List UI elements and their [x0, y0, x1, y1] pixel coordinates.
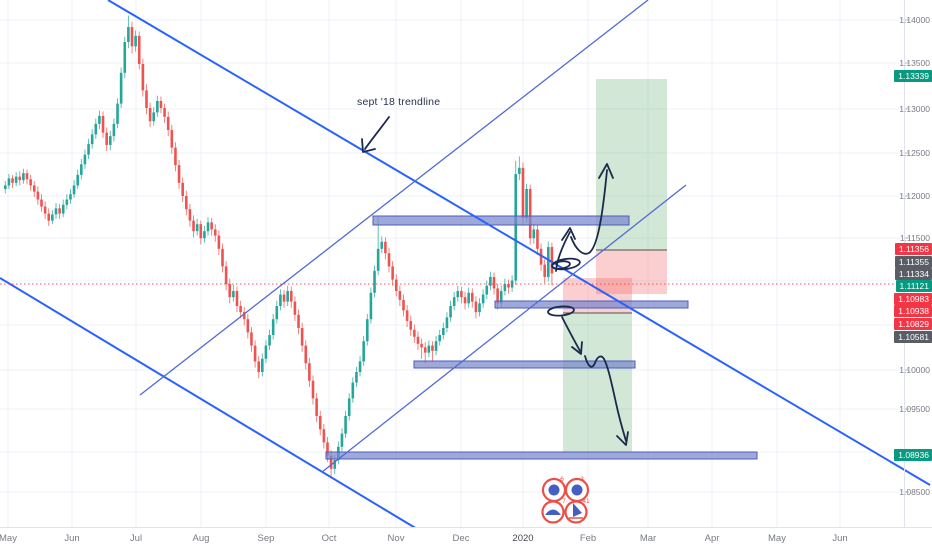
projection-down-arrow-head [616, 431, 629, 446]
svg-text:7: 7 [562, 498, 566, 505]
price-tick: 1.10000 [899, 365, 930, 375]
time-label: Mar [639, 533, 657, 544]
support-resistance-zones[interactable] [325, 215, 758, 460]
time-label: Oct [321, 533, 337, 544]
price-label-tag: 1.08936 [894, 449, 932, 461]
price-label-tag: 1.11355 [894, 256, 932, 268]
time-label: May [768, 533, 786, 544]
svg-text:6: 6 [560, 476, 564, 483]
time-label: Jun [64, 533, 80, 544]
price-label-tag: 1.13339 [894, 70, 932, 82]
time-label: Sep [257, 533, 275, 544]
time-label: Jun [832, 533, 848, 544]
watermark-logo: 6 3 7 41 [541, 476, 590, 524]
price-label-tag: 1.10581 [894, 331, 932, 343]
price-tick: 1.08500 [899, 487, 930, 497]
time-label: Aug [192, 533, 210, 544]
circle-highlight [547, 305, 575, 317]
zone-bar [372, 215, 630, 226]
time-axis[interactable]: May Jun Jul Aug Sep Oct Nov Dec 2020 Feb Mar Apr May… [0, 527, 932, 550]
breakdown-arrow [561, 316, 581, 352]
projection-up-arrow [570, 169, 608, 255]
price-tick: 1.12500 [899, 148, 930, 158]
price-label-tag: 1.10829 [894, 318, 932, 330]
price-tick: 1.14000 [899, 15, 930, 25]
projection-down-arrow [584, 355, 627, 442]
bounce-up-arrow-head [561, 227, 576, 241]
time-label: Dec [452, 533, 470, 544]
sept-18-descending-trendline [107, 0, 931, 486]
time-label: Nov [387, 533, 405, 544]
candlestick-series [4, 15, 554, 479]
price-label-tag: 1.11334 [894, 268, 932, 280]
time-label: May [0, 533, 17, 544]
stop-loss-box [596, 250, 667, 294]
price-label-tag: 1.11121 [895, 280, 932, 292]
price-tick: 1.13000 [899, 104, 930, 114]
time-label: Jul [129, 533, 143, 544]
grid [0, 0, 905, 528]
price-tick: 1.13500 [899, 58, 930, 68]
trendline-annotation-text[interactable]: sept '18 trendline [357, 96, 441, 108]
breakdown-arrow-head [571, 341, 583, 355]
svg-text:3: 3 [580, 476, 584, 483]
zone-bar [494, 300, 689, 309]
zone-bar [325, 451, 758, 460]
zone-bar [413, 360, 636, 369]
hand-drawn-annotations[interactable] [361, 116, 629, 446]
circle-highlight [551, 260, 571, 270]
projection-up-arrow-head [598, 163, 614, 179]
lower-channel-descending-line [0, 277, 453, 550]
time-label: Apr [704, 533, 720, 544]
ascending-trendline [321, 184, 687, 473]
ascending-trendline-steep [139, 0, 649, 396]
time-label: Feb [579, 533, 597, 544]
price-tick: 1.09500 [899, 404, 930, 414]
profit-zone-box [563, 313, 632, 452]
trendline-annotation-arrow [364, 116, 390, 150]
bounce-up-arrow [555, 231, 571, 272]
trendline-annotation-arrow-head [361, 138, 376, 153]
price-label-tag: 1.10983 [894, 293, 932, 305]
price-axis[interactable]: 1.14000 1.13500 1.13000 1.12500 1.12000 1.115… [894, 0, 932, 528]
price-tick: 1.12000 [899, 191, 930, 201]
svg-text:41: 41 [582, 498, 590, 505]
price-tick: 1.11500 [899, 233, 930, 243]
time-label: 2020 [512, 533, 534, 544]
price-label-tag: 1.11356 [894, 243, 932, 255]
price-label-tag: 1.10938 [894, 305, 932, 317]
